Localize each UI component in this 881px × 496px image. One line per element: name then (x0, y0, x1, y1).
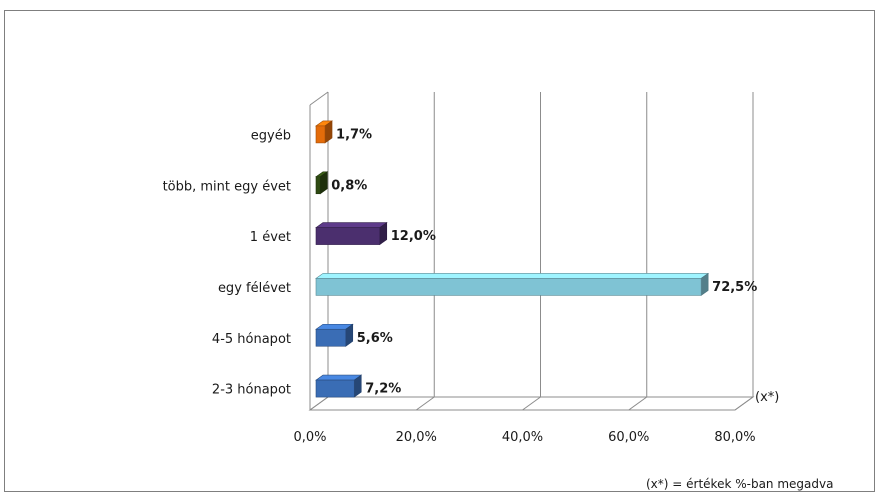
bar (315, 323, 354, 347)
tick-label-layer: 0,0% 20,0% 40,0% 60,0% 80,0% (293, 430, 755, 445)
bar (315, 171, 329, 195)
x-tick-label: 0,0% (293, 430, 326, 445)
bar (315, 374, 363, 398)
gridline-floor-3 (628, 396, 648, 411)
value-label: 5,6% (357, 331, 393, 346)
x-tick-label: 40,0% (502, 430, 543, 445)
category-label: több, mint egy évet (163, 179, 291, 194)
gridline-floor-2 (522, 396, 541, 411)
unit-note: (x*) (755, 390, 780, 405)
bar-front (315, 125, 326, 144)
category-label: 1 évet (250, 230, 291, 245)
bar-front (315, 227, 381, 245)
grid-layer (308, 91, 755, 411)
x-tick-label: 60,0% (608, 430, 649, 445)
bar-layer (315, 120, 710, 398)
bar-top (315, 222, 388, 228)
bar-front (315, 278, 702, 296)
chart-frame (4, 10, 875, 492)
category-label: 4-5 hónapot (212, 332, 291, 347)
category-label: egyéb (251, 128, 291, 143)
bar (315, 222, 388, 246)
bar-top (315, 273, 710, 279)
y-axis-top-edge (309, 91, 329, 106)
x-tick-label: 80,0% (714, 430, 755, 445)
bar-front (315, 328, 347, 347)
value-label: 0,8% (331, 178, 367, 193)
x-tick-label: 20,0% (396, 430, 437, 445)
bar (315, 272, 710, 296)
footnote: (x*) = értékek %-ban megadva (646, 477, 834, 491)
gridline-floor-4 (734, 396, 754, 411)
bar-top (315, 374, 363, 381)
gridline-floor-0 (309, 396, 329, 411)
category-label: egy félévet (218, 281, 291, 296)
bar-front (315, 379, 355, 398)
value-label: 7,2% (365, 382, 401, 397)
value-label: 72,5% (712, 280, 757, 295)
bar (315, 120, 333, 144)
value-label-layer: 1,7% 0,8% 12,0% 72,5% 5,6% 7,2% (331, 127, 757, 396)
value-label: 12,0% (391, 229, 436, 244)
category-label: 2-3 hónapot (212, 383, 291, 398)
gridline-floor-1 (415, 396, 435, 411)
category-label-layer: egyéb több, mint egy évet 1 évet egy féléve… (163, 128, 291, 397)
value-label: 1,7% (336, 127, 372, 142)
bar-front (315, 176, 321, 195)
